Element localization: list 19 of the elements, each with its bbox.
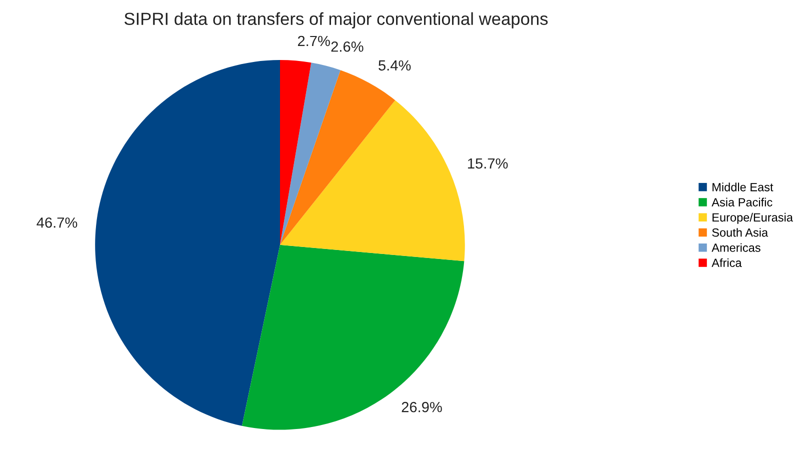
legend-label: Middle East: [712, 182, 774, 192]
legend-label: Europe/Eurasia: [712, 212, 793, 224]
chart-title: SIPRI data on transfers of major conventional weapons: [124, 12, 548, 28]
data-label: 2.7%: [298, 36, 330, 46]
legend-label: South Asia: [712, 228, 768, 237]
data-label: 2.6%: [331, 41, 364, 52]
legend-label: Asia Pacific: [712, 198, 772, 206]
legend-label: Africa: [712, 258, 742, 268]
data-label: 26.9%: [402, 402, 442, 412]
legend-label: Americas: [712, 243, 760, 252]
data-label: 5.4%: [378, 60, 411, 71]
pie-slice: [242, 244, 464, 430]
data-label: 15.7%: [468, 158, 508, 169]
data-label: 46.7%: [36, 217, 78, 228]
pie-slice: [280, 100, 465, 262]
pie-slice: [280, 60, 312, 245]
pie-slice: [280, 62, 340, 245]
pie-slice: [95, 60, 280, 426]
pie-slice: [280, 70, 396, 245]
